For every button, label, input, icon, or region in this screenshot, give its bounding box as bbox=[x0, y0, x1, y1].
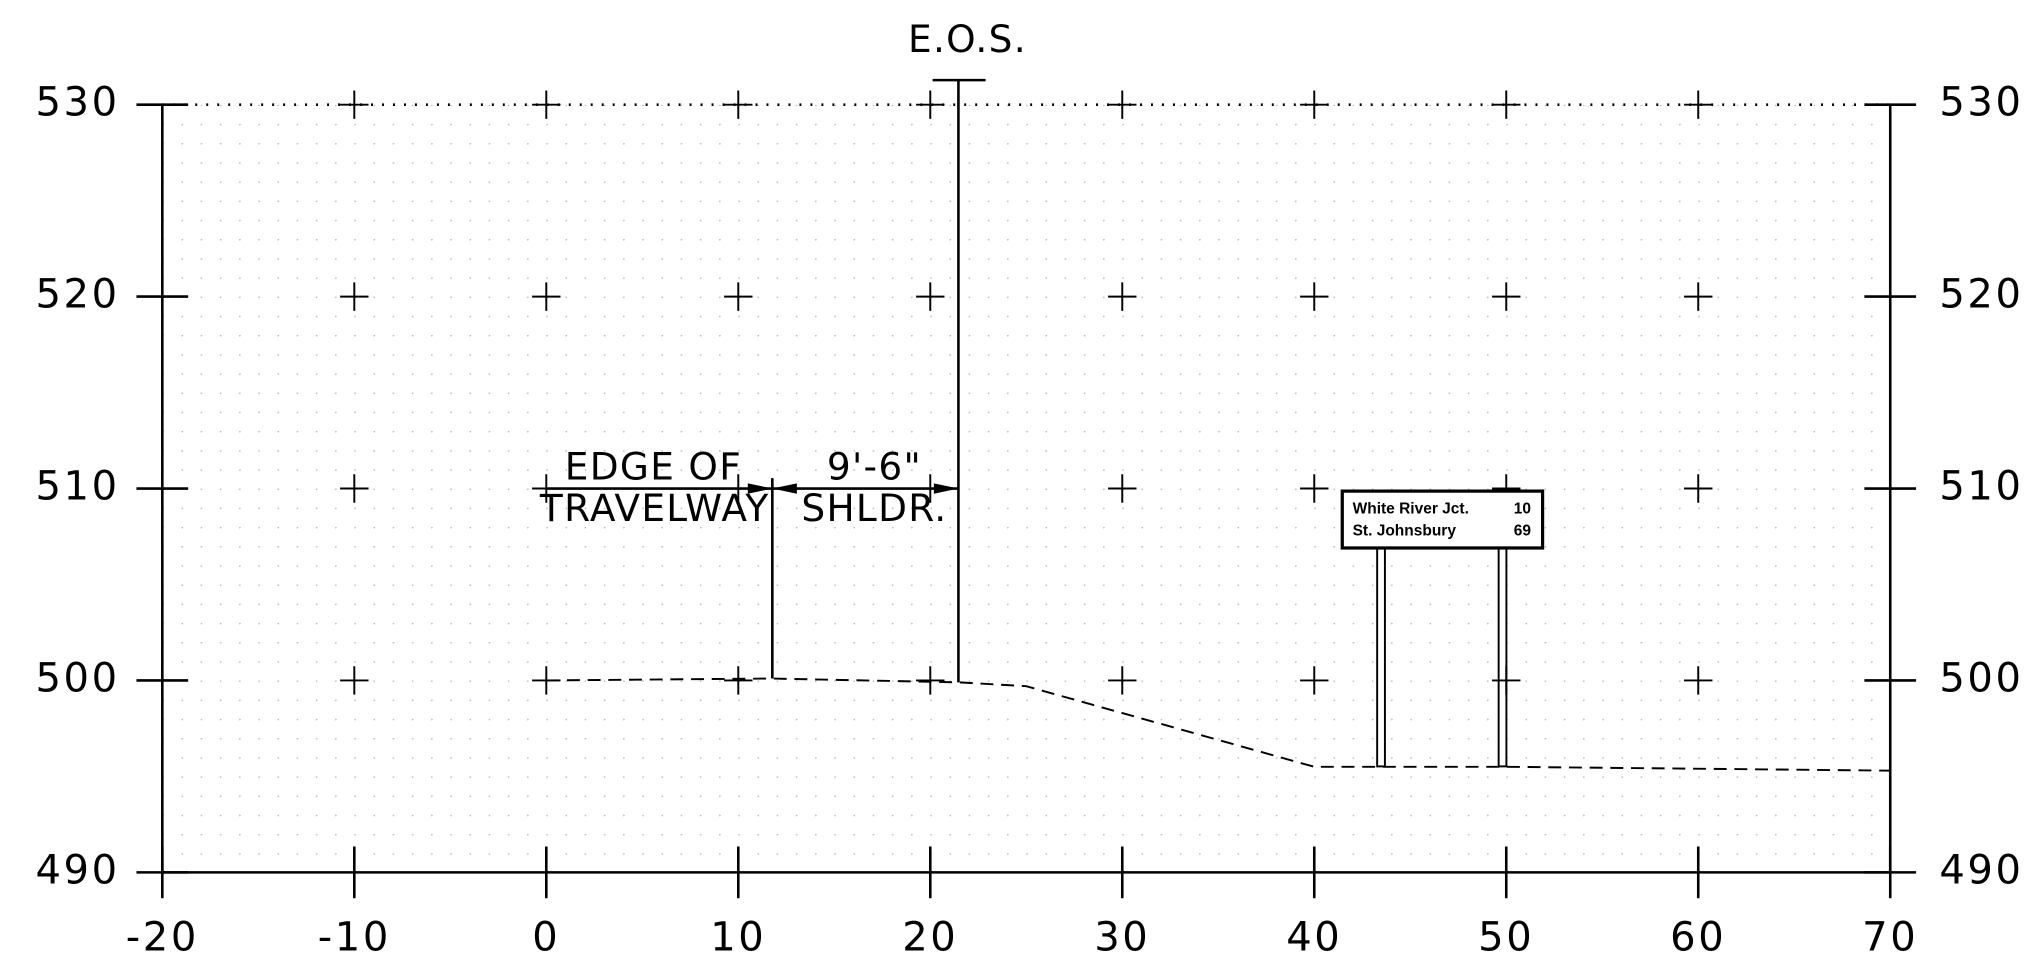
arrow bbox=[772, 483, 797, 494]
x-tick-label: 0 bbox=[532, 915, 560, 961]
grid-cross bbox=[1108, 474, 1137, 503]
y-tick-label: 500 bbox=[35, 655, 119, 701]
grid-cross bbox=[1300, 90, 1329, 119]
y-tick-label: 510 bbox=[35, 464, 119, 510]
y-tick-label: 530 bbox=[35, 80, 119, 126]
grid-cross bbox=[340, 90, 369, 119]
grid-cross bbox=[724, 90, 753, 119]
sign-text: White River Jct. bbox=[1353, 500, 1469, 517]
grid-cross bbox=[1684, 666, 1713, 695]
x-tick-label: -10 bbox=[318, 915, 391, 961]
x-tick-label: 30 bbox=[1094, 915, 1150, 961]
ground-profile bbox=[546, 677, 1891, 772]
grid-cross bbox=[1108, 666, 1137, 695]
y-tick-label: 500 bbox=[1939, 655, 2023, 701]
grid-cross bbox=[724, 666, 753, 695]
grid-cross bbox=[1684, 282, 1713, 311]
grid-cross bbox=[1492, 90, 1521, 119]
grid-cross bbox=[1108, 90, 1137, 119]
grid-cross bbox=[1108, 282, 1137, 311]
arrow bbox=[747, 483, 773, 494]
grid-cross bbox=[340, 666, 369, 695]
arrow bbox=[933, 483, 959, 494]
y-tick-label: 530 bbox=[1939, 80, 2023, 126]
dot-grid bbox=[162, 104, 1891, 873]
grid-cross bbox=[1300, 666, 1329, 695]
shoulder-label: SHLDR. bbox=[801, 486, 947, 530]
x-tick-label: 60 bbox=[1670, 915, 1726, 961]
x-tick-label: 10 bbox=[710, 915, 766, 961]
x-tick-label: 40 bbox=[1286, 915, 1342, 961]
x-tick-label: -20 bbox=[126, 915, 199, 961]
drawing: E.O.S. EDGE OF TRAVELWAY 9'-6" SHLDR. Wh… bbox=[539, 17, 1545, 768]
grid-cross bbox=[916, 666, 945, 695]
y-tick-label: 510 bbox=[1939, 464, 2023, 510]
dimension-label: 9'-6" bbox=[827, 445, 922, 489]
y-tick-label: 490 bbox=[35, 847, 119, 893]
grid-cross bbox=[916, 282, 945, 311]
x-tick-label: 20 bbox=[902, 915, 958, 961]
sign-panel bbox=[1340, 489, 1545, 550]
x-tick-label: 50 bbox=[1478, 915, 1534, 961]
x-tick-label: 70 bbox=[1862, 915, 1918, 961]
y-tick-label: 490 bbox=[1939, 847, 2023, 893]
grid-cross bbox=[1300, 474, 1329, 503]
grid-cross bbox=[1492, 282, 1521, 311]
y-tick-label: 520 bbox=[35, 272, 119, 318]
grid-cross bbox=[532, 90, 561, 119]
grid-cross bbox=[916, 90, 945, 119]
sign-text: St. Johnsbury bbox=[1353, 522, 1457, 539]
grid-cross bbox=[1684, 90, 1713, 119]
sign-text: 10 bbox=[1514, 500, 1531, 517]
edge-of-label: EDGE OF bbox=[565, 445, 742, 489]
grid-cross bbox=[532, 282, 561, 311]
sign-text: 69 bbox=[1514, 522, 1532, 539]
grid-cross bbox=[1684, 474, 1713, 503]
grid-cross bbox=[340, 282, 369, 311]
grid-cross bbox=[340, 474, 369, 503]
travelway-label: TRAVELWAY bbox=[539, 486, 770, 530]
grid-cross bbox=[724, 282, 753, 311]
y-tick-label: 520 bbox=[1939, 272, 2023, 318]
eos-label: E.O.S. bbox=[908, 17, 1027, 61]
grid-cross bbox=[1300, 282, 1329, 311]
